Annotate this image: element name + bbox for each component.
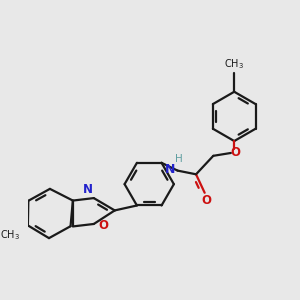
Text: O: O <box>99 219 109 232</box>
Text: CH$_3$: CH$_3$ <box>224 57 244 71</box>
Text: N: N <box>82 183 92 196</box>
Text: O: O <box>201 194 211 207</box>
Text: H: H <box>175 154 183 164</box>
Text: N: N <box>165 163 175 176</box>
Text: O: O <box>230 146 240 159</box>
Text: CH$_3$: CH$_3$ <box>0 228 20 242</box>
